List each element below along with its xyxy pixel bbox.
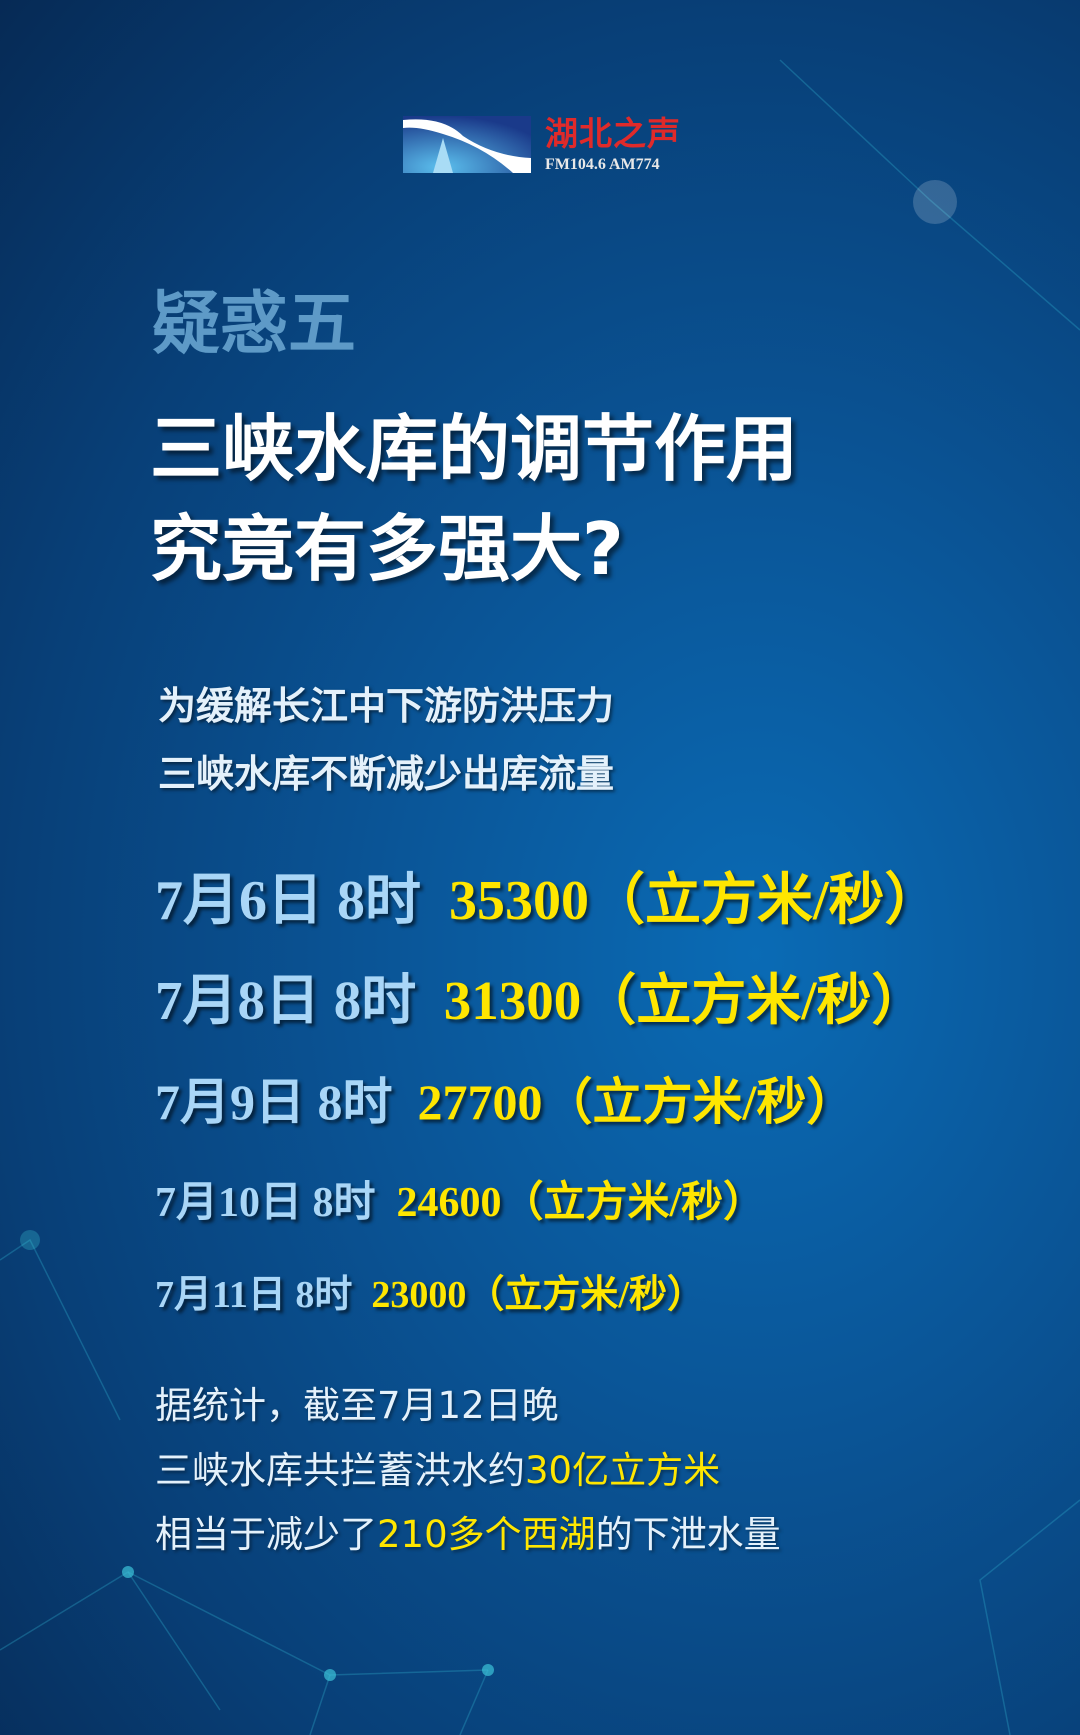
flow-time: 7月8日 8时 xyxy=(155,970,417,1031)
highlight-west-lake: 210多个西湖 xyxy=(377,1513,596,1556)
flow-time: 7月6日 8时 xyxy=(155,870,421,932)
flow-value: 35300 xyxy=(449,870,589,932)
summary-line-3: 相当于减少了210多个西湖的下泄水量 xyxy=(155,1513,781,1556)
flow-value: 24600 xyxy=(396,1180,502,1226)
flow-row: 7月11日 8时 23000（立方米/秒） xyxy=(155,1263,705,1318)
flow-time: 7月11日 8时 xyxy=(155,1274,353,1316)
station-name: 湖北之声 xyxy=(545,114,681,153)
flow-unit: （立方米/秒） xyxy=(589,870,941,932)
summary-line-2: 三峡水库共拦蓄洪水约30亿立方米 xyxy=(155,1449,721,1492)
flow-row: 7月6日 8时 35300（立方米/秒） xyxy=(155,855,941,936)
flow-unit: （立方米/秒） xyxy=(581,970,927,1031)
flow-row: 7月10日 8时 24600（立方米/秒） xyxy=(155,1168,765,1229)
flow-unit: （立方米/秒） xyxy=(466,1274,705,1316)
subtitle-line-2: 三峡水库不断减少出库流量 xyxy=(158,752,615,796)
flow-value: 23000 xyxy=(371,1274,467,1316)
flow-value: 27700 xyxy=(417,1074,543,1130)
flow-unit: （立方米/秒） xyxy=(501,1180,766,1226)
flow-unit: （立方米/秒） xyxy=(542,1074,857,1130)
highlight-volume: 30亿立方米 xyxy=(525,1449,721,1492)
subtitle-line-1: 为缓解长江中下游防洪压力 xyxy=(158,684,615,728)
summary-line-1: 据统计，截至7月12日晚 xyxy=(155,1384,559,1427)
title-line-2: 究竟有多强大? xyxy=(150,507,624,591)
radio-tower-icon xyxy=(403,116,531,173)
flow-value: 31300 xyxy=(443,970,582,1031)
flow-time: 7月10日 8时 xyxy=(155,1180,376,1226)
flow-time: 7月9日 8时 xyxy=(155,1074,393,1130)
question-label: 疑惑五 xyxy=(152,284,357,364)
station-logo: 湖北之声 FM104.6 AM774 xyxy=(403,116,681,174)
title-line-1: 三峡水库的调节作用 xyxy=(150,407,799,491)
flow-row: 7月8日 8时 31300（立方米/秒） xyxy=(155,955,927,1035)
flow-row: 7月9日 8时 27700（立方米/秒） xyxy=(155,1062,856,1134)
station-frequency: FM104.6 AM774 xyxy=(545,156,660,173)
